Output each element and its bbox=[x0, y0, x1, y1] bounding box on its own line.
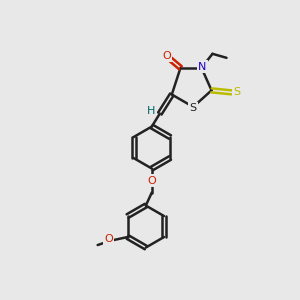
Text: S: S bbox=[190, 103, 197, 113]
Text: N: N bbox=[198, 62, 207, 72]
Text: S: S bbox=[233, 87, 240, 98]
Text: H: H bbox=[147, 106, 155, 116]
Text: O: O bbox=[104, 234, 113, 244]
Text: O: O bbox=[147, 176, 156, 185]
Text: O: O bbox=[162, 51, 171, 61]
